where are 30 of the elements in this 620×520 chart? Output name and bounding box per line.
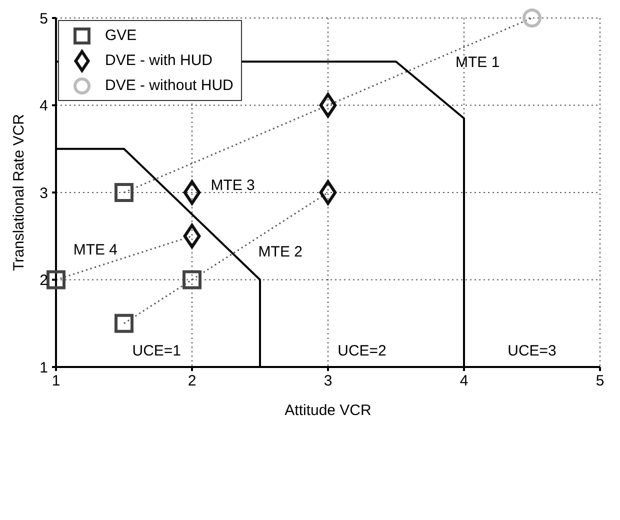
point [114, 183, 134, 202]
x-tick-label: 5 [596, 372, 604, 390]
x-axis-title: Attitude VCR [284, 402, 372, 419]
point [46, 270, 66, 290]
y-tick-label: 5 [40, 10, 48, 28]
y-tick-label: 3 [40, 184, 48, 202]
annotation: MTE 4 [73, 242, 118, 259]
point [522, 8, 542, 28]
x-tick-label: 2 [188, 372, 196, 390]
point [319, 180, 337, 205]
point [183, 180, 201, 205]
legend-label: DVE - with HUD [105, 52, 213, 69]
y-axis-title: Translational Rate VCR [10, 114, 28, 272]
point [183, 224, 201, 248]
y-tick-label: 4 [40, 98, 48, 115]
legend-label: GVE [105, 27, 137, 44]
x-tick-label: 3 [324, 372, 332, 390]
y-tick-label: 1 [40, 359, 48, 376]
annotation: MTE 1 [456, 54, 500, 71]
point [114, 314, 134, 333]
point [182, 270, 202, 290]
x-tick-label: 1 [52, 372, 60, 390]
annotation: UCE=3 [508, 342, 556, 360]
annotation: UCE=2 [338, 342, 386, 360]
annotation: UCE=1 [132, 342, 182, 360]
annotation: MTE 2 [258, 243, 302, 260]
point [319, 92, 337, 118]
x-tick-label: 4 [460, 372, 468, 390]
legend-label: DVE - without HUD [105, 77, 234, 94]
annotation: MTE 3 [210, 176, 255, 194]
